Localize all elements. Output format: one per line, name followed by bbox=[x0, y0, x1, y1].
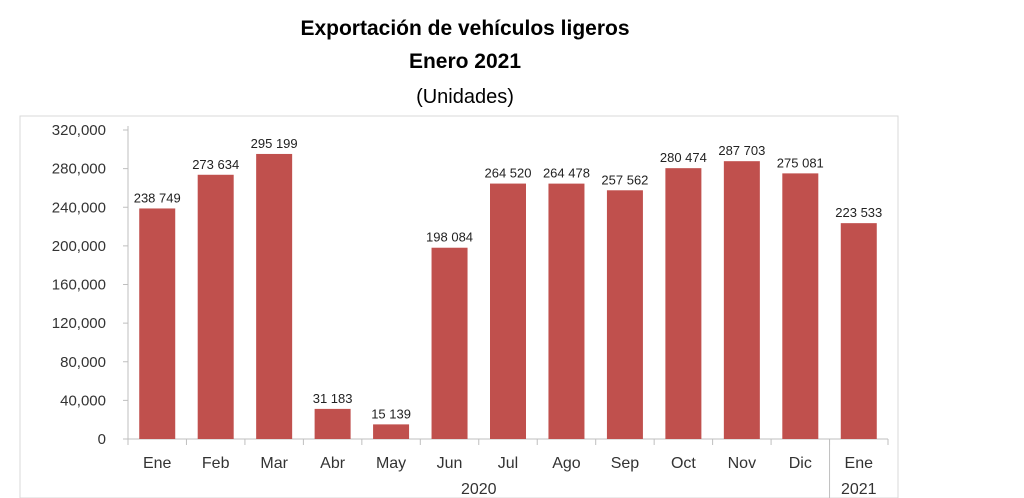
bar bbox=[840, 223, 877, 439]
y-tick-label: 40,000 bbox=[60, 392, 106, 409]
bar bbox=[139, 208, 176, 439]
plot-frame bbox=[19, 115, 899, 498]
x-tick-label: Dic bbox=[789, 455, 812, 472]
x-tick-label: Ene bbox=[845, 455, 874, 472]
bar bbox=[490, 183, 526, 439]
chart-subtitle: Enero 2021 bbox=[408, 50, 522, 73]
y-tick-label: 80,000 bbox=[60, 354, 106, 371]
data-label: 15 139 bbox=[371, 406, 411, 421]
y-tick-label: 240,000 bbox=[52, 199, 106, 216]
y-tick-label: 160,000 bbox=[52, 277, 106, 294]
bar bbox=[373, 424, 410, 439]
bar bbox=[782, 173, 819, 439]
y-tick-label: 320,000 bbox=[52, 122, 106, 139]
year-label: 2021 bbox=[841, 481, 877, 498]
y-tick-label: 0 bbox=[98, 431, 106, 448]
data-label: 275 081 bbox=[777, 155, 824, 170]
bar bbox=[431, 247, 468, 439]
x-tick-label: Jun bbox=[437, 455, 463, 472]
data-label: 198 084 bbox=[426, 230, 473, 245]
x-tick-label: Sep bbox=[611, 455, 640, 472]
x-tick-label: Feb bbox=[202, 455, 230, 472]
bar bbox=[665, 168, 702, 439]
bar bbox=[314, 408, 351, 439]
x-tick-label: Jul bbox=[498, 455, 518, 472]
bar bbox=[197, 174, 234, 440]
x-tick-label: Mar bbox=[260, 455, 288, 472]
x-tick-label: Nov bbox=[728, 455, 756, 472]
data-label: 223 533 bbox=[835, 205, 882, 220]
data-label: 238 749 bbox=[134, 190, 181, 205]
data-label: 257 562 bbox=[601, 172, 648, 187]
year-label: 2020 bbox=[461, 481, 497, 498]
data-label: 273 634 bbox=[192, 157, 239, 172]
chart-unit-label: (Unidades) bbox=[416, 86, 514, 108]
x-tick-label: Abr bbox=[320, 455, 346, 472]
x-tick-label: Oct bbox=[671, 455, 696, 472]
data-label: 264 520 bbox=[485, 166, 532, 181]
data-label: 31 183 bbox=[313, 391, 353, 406]
bar bbox=[723, 161, 760, 439]
data-label: 287 703 bbox=[718, 143, 765, 158]
bar bbox=[548, 183, 585, 439]
bar bbox=[256, 153, 293, 439]
data-label: 295 199 bbox=[251, 136, 298, 151]
y-tick-label: 280,000 bbox=[52, 161, 106, 178]
y-tick-label: 200,000 bbox=[52, 238, 106, 255]
chart-title: Exportación de vehículos ligeros bbox=[300, 17, 630, 40]
data-label: 280 474 bbox=[660, 150, 707, 165]
x-tick-label: May bbox=[376, 455, 406, 472]
x-tick-label: Ene bbox=[143, 455, 172, 472]
y-tick-label: 120,000 bbox=[52, 315, 106, 332]
data-label: 264 478 bbox=[543, 166, 590, 181]
x-tick-label: Ago bbox=[552, 455, 581, 472]
bar bbox=[606, 190, 643, 439]
